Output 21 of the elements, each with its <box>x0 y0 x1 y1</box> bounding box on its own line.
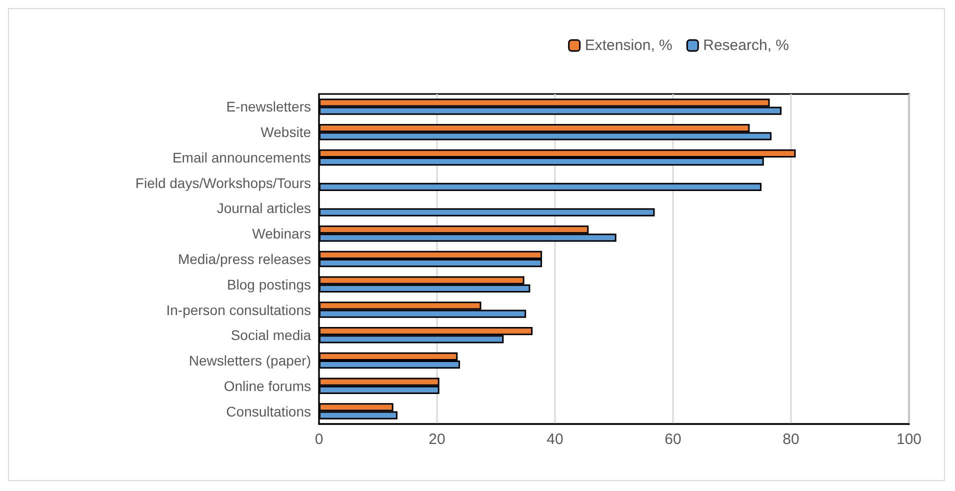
y-tick-label: Website <box>260 124 312 140</box>
x-tick-label: 100 <box>896 431 922 448</box>
y-tick-label: Blog postings <box>226 276 311 292</box>
y-tick-label: Consultations <box>226 403 311 420</box>
y-tick-label: In-person consultations <box>166 302 311 318</box>
y-tick-label: Webinars <box>252 226 311 242</box>
y-tick-label: Online forums <box>224 378 311 394</box>
y-tick-label: Journal articles <box>216 200 311 216</box>
y-tick-label: Field days/Workshops/Tours <box>135 174 311 191</box>
x-tick-label: 80 <box>782 431 800 448</box>
y-tick-label: E-newsletters <box>226 98 311 115</box>
x-tick-label: 40 <box>546 431 564 448</box>
y-tick-label: Email announcements <box>172 149 311 166</box>
legend-label: Extension, % <box>584 37 672 54</box>
legend-label: Research, % <box>703 37 790 54</box>
x-tick-label: 60 <box>664 431 682 448</box>
y-tick-label: Media/press releases <box>178 251 311 267</box>
x-tick-label: 20 <box>428 431 446 448</box>
y-tick-label: Newsletters (paper) <box>188 352 311 369</box>
y-tick-label: Social media <box>230 327 312 344</box>
x-tick-label: 0 <box>314 431 324 448</box>
